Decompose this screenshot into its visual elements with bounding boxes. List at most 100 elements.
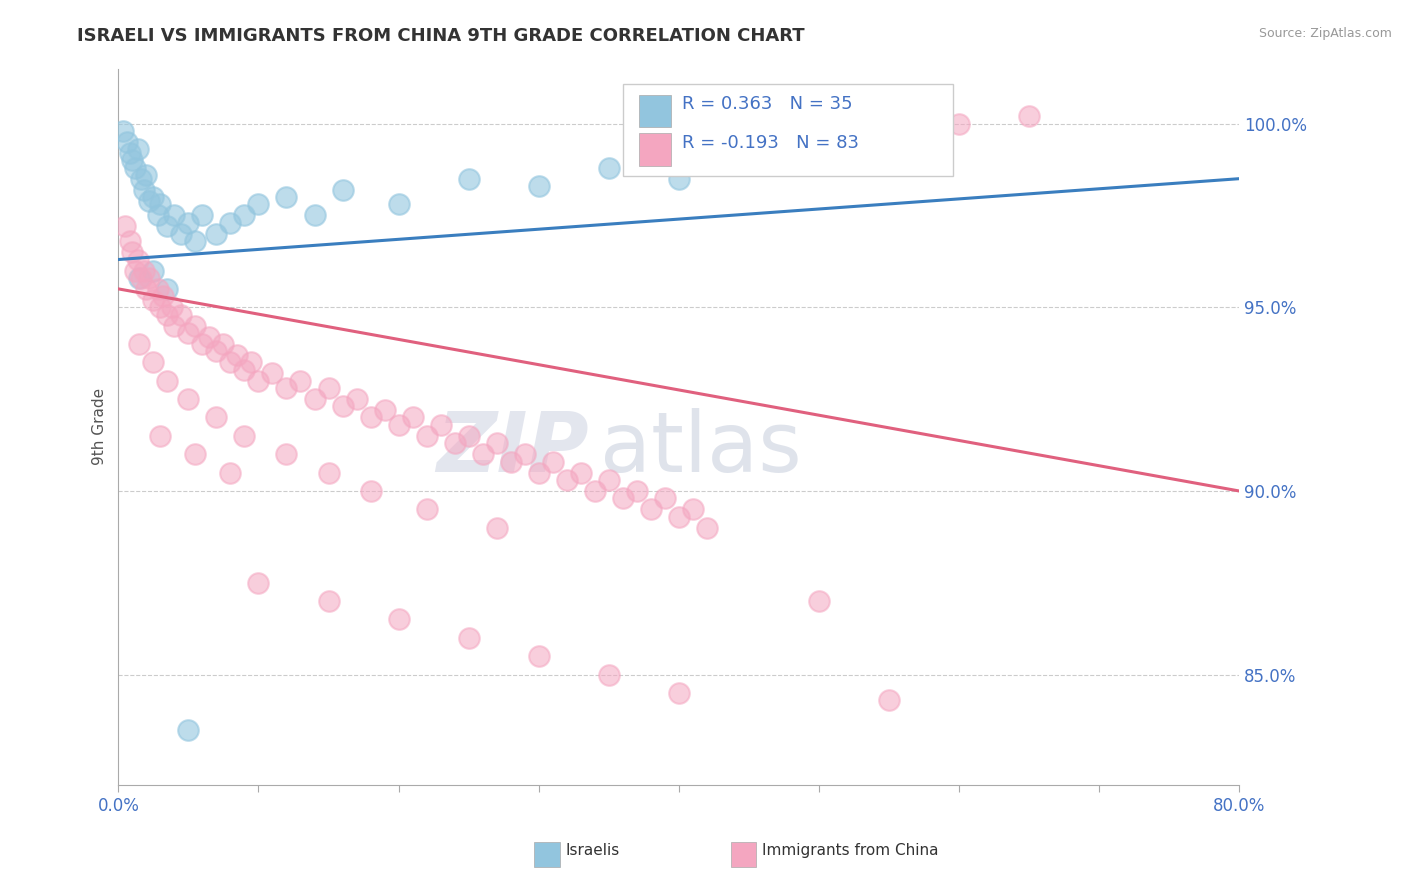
- Point: [156, 374, 179, 388]
- Point: [471, 447, 494, 461]
- Point: [240, 355, 263, 369]
- Point: [332, 183, 354, 197]
- Point: [276, 447, 298, 461]
- Point: [668, 171, 690, 186]
- Point: [290, 374, 312, 388]
- Point: [247, 575, 270, 590]
- Point: [149, 300, 172, 314]
- Point: [387, 612, 409, 626]
- Point: [146, 209, 169, 223]
- Point: [198, 329, 221, 343]
- Point: [128, 271, 150, 285]
- Point: [457, 429, 479, 443]
- Point: [485, 521, 508, 535]
- Point: [541, 454, 564, 468]
- Point: [226, 348, 249, 362]
- Point: [142, 263, 165, 277]
- Point: [276, 190, 298, 204]
- Point: [146, 282, 169, 296]
- Point: [156, 219, 179, 234]
- Point: [948, 117, 970, 131]
- Point: [262, 367, 284, 381]
- Point: [135, 168, 157, 182]
- Point: [115, 135, 138, 149]
- Point: [156, 308, 179, 322]
- Point: [233, 362, 256, 376]
- Point: [360, 410, 382, 425]
- Point: [626, 483, 648, 498]
- Point: [332, 400, 354, 414]
- Point: [304, 209, 326, 223]
- Point: [205, 227, 228, 241]
- Point: [114, 219, 136, 234]
- Point: [184, 318, 207, 333]
- Point: [129, 171, 152, 186]
- Point: [163, 318, 186, 333]
- Point: [247, 197, 270, 211]
- Point: [121, 245, 143, 260]
- Point: [177, 326, 200, 340]
- Text: ZIP: ZIP: [436, 408, 589, 489]
- Point: [569, 466, 592, 480]
- Point: [373, 403, 395, 417]
- Point: [654, 491, 676, 506]
- Point: [598, 473, 620, 487]
- Point: [457, 171, 479, 186]
- Point: [429, 417, 451, 432]
- Point: [318, 381, 340, 395]
- Point: [149, 197, 172, 211]
- Point: [149, 429, 172, 443]
- Point: [304, 392, 326, 406]
- Point: [219, 466, 242, 480]
- Point: [118, 146, 141, 161]
- Point: [387, 197, 409, 211]
- Point: [124, 263, 146, 277]
- Point: [346, 392, 368, 406]
- Point: [513, 447, 536, 461]
- Point: [142, 293, 165, 307]
- Point: [443, 436, 465, 450]
- Point: [142, 190, 165, 204]
- Point: [132, 183, 155, 197]
- Point: [527, 649, 550, 664]
- Point: [387, 417, 409, 432]
- Point: [219, 216, 242, 230]
- Point: [135, 282, 157, 296]
- Y-axis label: 9th Grade: 9th Grade: [93, 388, 107, 466]
- Bar: [640, 95, 671, 127]
- Point: [132, 263, 155, 277]
- Point: [233, 209, 256, 223]
- Point: [233, 429, 256, 443]
- Point: [177, 392, 200, 406]
- Point: [499, 454, 522, 468]
- Point: [170, 308, 193, 322]
- Point: [111, 124, 134, 138]
- Point: [191, 337, 214, 351]
- Point: [668, 686, 690, 700]
- Text: Israelis: Israelis: [565, 844, 620, 858]
- Point: [205, 344, 228, 359]
- Point: [163, 209, 186, 223]
- Point: [156, 282, 179, 296]
- Point: [127, 142, 149, 156]
- Text: atlas: atlas: [600, 408, 801, 489]
- Point: [555, 473, 578, 487]
- Point: [583, 483, 606, 498]
- Point: [415, 502, 437, 516]
- Point: [640, 502, 662, 516]
- Point: [360, 483, 382, 498]
- Text: R = -0.193   N = 83: R = -0.193 N = 83: [682, 135, 859, 153]
- Point: [184, 234, 207, 248]
- Point: [121, 153, 143, 168]
- Point: [485, 436, 508, 450]
- Point: [177, 216, 200, 230]
- Point: [318, 594, 340, 608]
- Text: ISRAELI VS IMMIGRANTS FROM CHINA 9TH GRADE CORRELATION CHART: ISRAELI VS IMMIGRANTS FROM CHINA 9TH GRA…: [77, 27, 806, 45]
- Text: R = 0.363   N = 35: R = 0.363 N = 35: [682, 95, 852, 113]
- FancyBboxPatch shape: [623, 84, 953, 176]
- Point: [401, 410, 423, 425]
- Point: [219, 355, 242, 369]
- Point: [128, 337, 150, 351]
- Point: [415, 429, 437, 443]
- Point: [177, 723, 200, 737]
